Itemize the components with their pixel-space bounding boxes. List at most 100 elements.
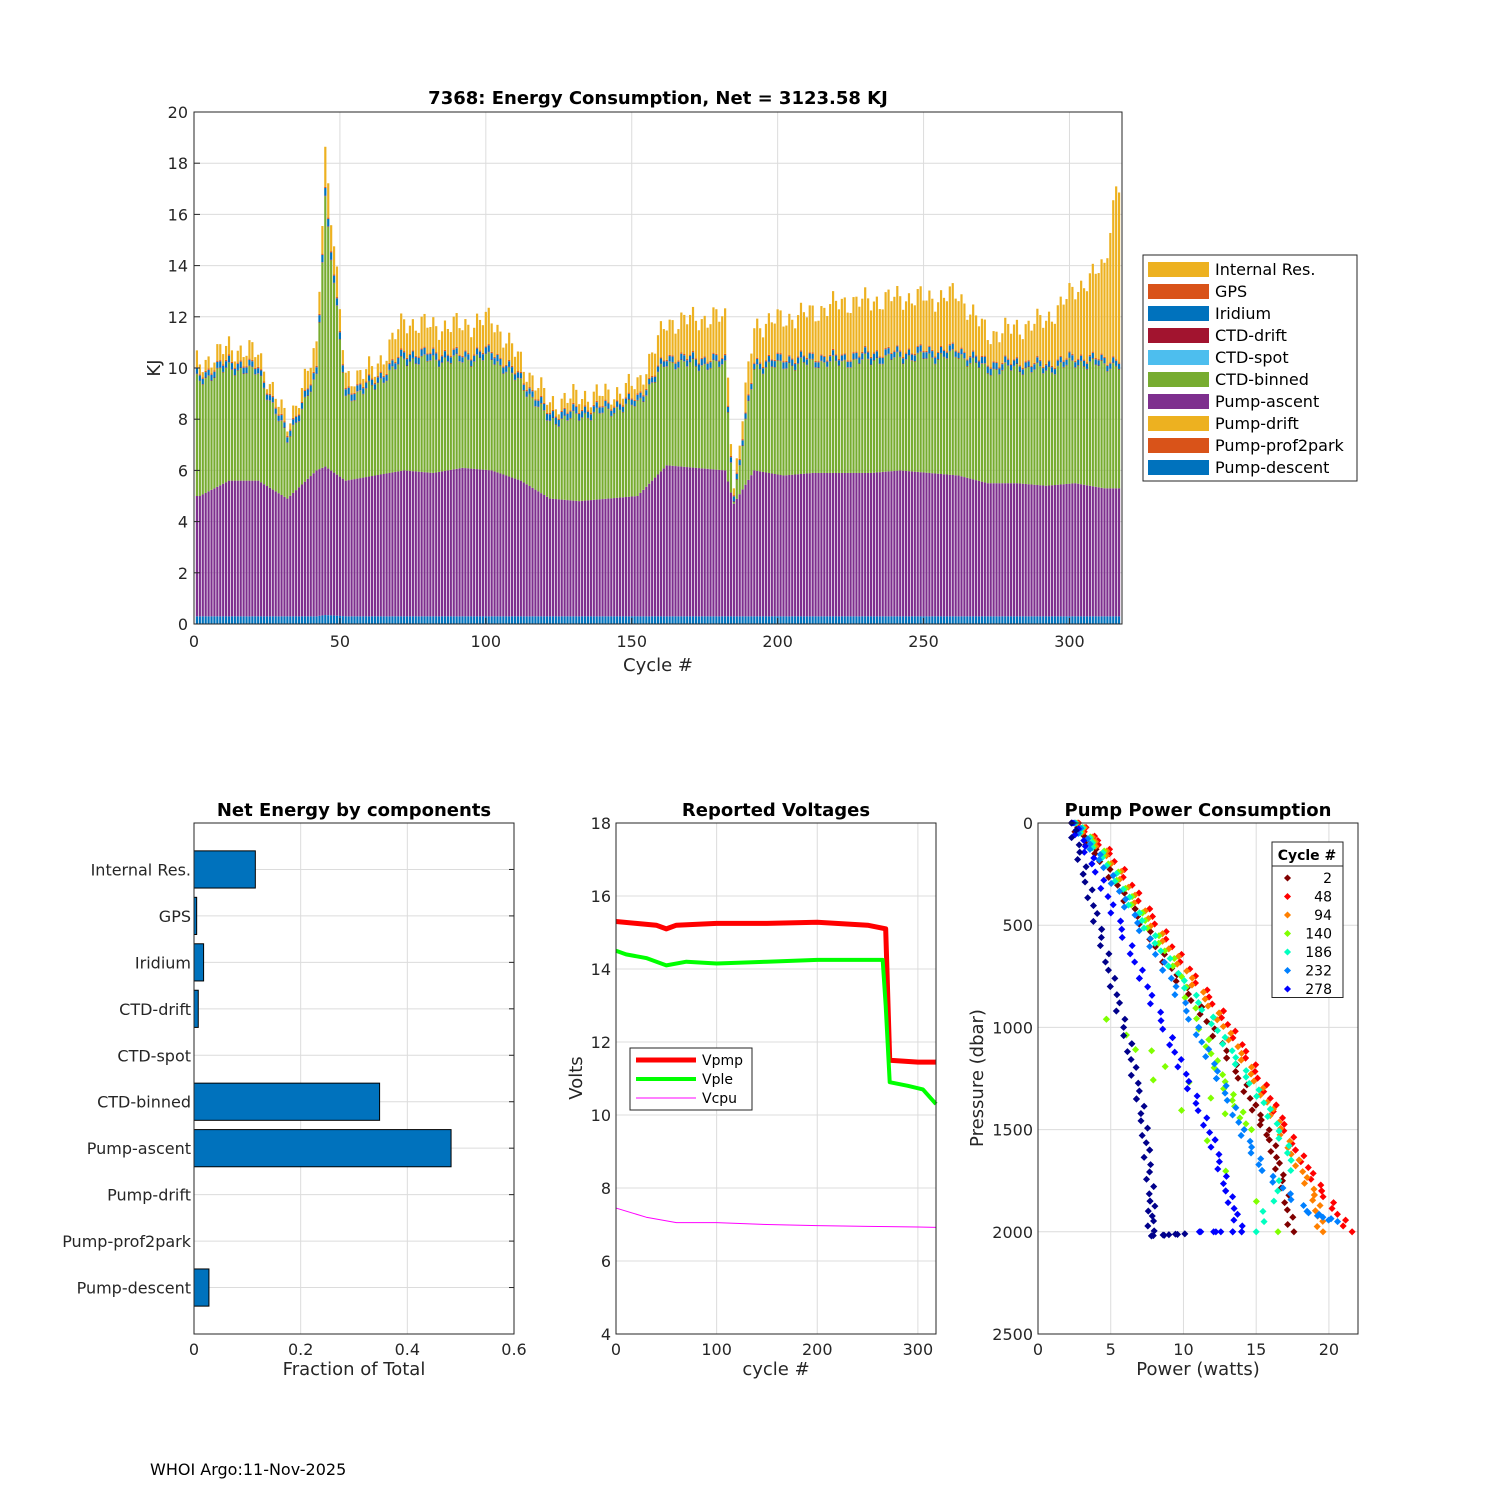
pump-power-point — [1203, 1137, 1211, 1145]
pump-power-point — [1207, 1143, 1215, 1151]
energy-bar-segment — [980, 481, 984, 617]
energy-bar-segment — [1018, 616, 1021, 624]
energy-bar-segment — [916, 471, 919, 617]
energy-bar-segment — [890, 471, 893, 617]
energy-bar-segment — [639, 492, 642, 617]
energy-bar-segment — [312, 473, 315, 617]
energy-bar-segment — [972, 616, 975, 624]
energy-bar-segment — [236, 363, 239, 370]
energy-bar-segment — [417, 364, 420, 365]
energy-bar-segment — [271, 402, 274, 490]
energy-y-tick-label: 4 — [178, 513, 188, 532]
energy-bar-segment — [344, 395, 347, 397]
energy-bar-segment — [671, 361, 674, 363]
energy-bar-segment — [937, 359, 940, 474]
voltages-legend-label: Vcpu — [702, 1091, 737, 1107]
energy-bar-segment — [919, 351, 922, 352]
energy-bar-segment — [403, 352, 406, 359]
energy-bar-segment — [858, 363, 861, 473]
energy-bar-segment — [966, 616, 969, 624]
energy-bar-segment — [969, 478, 972, 617]
energy-bar-segment — [1021, 374, 1024, 375]
energy-bar-segment — [566, 413, 569, 421]
energy-bar-segment — [861, 616, 864, 624]
energy-bar-segment — [204, 372, 207, 378]
energy-bar-segment — [1012, 366, 1016, 484]
energy-bar-segment — [449, 616, 452, 624]
energy-bar-segment — [315, 616, 318, 624]
pump-power-point — [1088, 886, 1096, 894]
energy-bar-segment — [721, 616, 724, 624]
energy-bar-segment — [292, 616, 295, 624]
energy-bar-segment — [420, 316, 423, 349]
energy-bar-segment — [586, 417, 590, 419]
energy-bar-segment — [522, 389, 525, 391]
pump-power-x-tick-label: 10 — [1173, 1340, 1193, 1359]
energy-bar-segment — [703, 616, 706, 624]
energy-bar-segment — [373, 475, 377, 617]
energy-bar-segment — [939, 352, 943, 354]
energy-bar-segment — [808, 616, 811, 624]
energy-bar-segment — [761, 471, 765, 617]
pump-power-point — [1242, 1120, 1250, 1128]
energy-bar-segment — [581, 417, 584, 501]
energy-bar-segment — [467, 353, 470, 355]
energy-bar-segment — [230, 350, 234, 362]
energy-bar-segment — [878, 356, 881, 358]
pump-power-point — [1230, 1204, 1238, 1212]
energy-bar-segment — [785, 616, 788, 624]
energy-bar-segment — [505, 372, 508, 476]
energy-bar-segment — [802, 616, 806, 624]
energy-bar-segment — [335, 615, 339, 624]
energy-bar-segment — [934, 356, 937, 358]
energy-bar-segment — [910, 360, 913, 361]
energy-bar-segment — [274, 413, 277, 415]
energy-bar-segment — [942, 350, 946, 357]
energy-bar-segment — [1030, 366, 1033, 373]
energy-bar-segment — [540, 377, 543, 396]
energy-bar-segment — [829, 616, 832, 624]
pump-power-y-tick-label: 2000 — [992, 1223, 1033, 1242]
energy-bar-segment — [659, 616, 663, 624]
energy-bar-segment — [1062, 360, 1065, 362]
energy-bar-segment — [1062, 304, 1065, 361]
energy-bar-segment — [738, 445, 741, 459]
energy-bar-segment — [1117, 362, 1121, 364]
energy-bar-segment — [1010, 363, 1013, 365]
energy-bar-segment — [271, 402, 274, 403]
energy-bar-segment — [260, 616, 263, 624]
energy-bar-segment — [732, 503, 735, 617]
energy-bar-segment — [945, 351, 948, 353]
energy-bar-segment — [201, 616, 204, 624]
energy-bar-segment — [1010, 364, 1013, 371]
energy-bar-segment — [435, 326, 438, 353]
energy-bar-segment — [729, 444, 733, 456]
pump-power-point — [1292, 1162, 1300, 1170]
energy-bar-segment — [922, 472, 925, 617]
pump-power-point — [1097, 884, 1105, 892]
energy-bar-segment — [747, 616, 750, 624]
energy-bar-segment — [974, 480, 978, 617]
energy-bar-segment — [729, 462, 733, 463]
energy-bar-segment — [475, 354, 479, 470]
energy-bar-segment — [721, 364, 724, 365]
energy-bar-segment — [977, 480, 981, 617]
energy-bar-segment — [534, 400, 537, 407]
energy-bar-segment — [481, 616, 484, 624]
energy-bar-segment — [843, 359, 846, 361]
energy-bar-segment — [289, 616, 292, 624]
energy-bar-segment — [385, 360, 388, 374]
voltages-y-tick-label: 6 — [601, 1252, 611, 1271]
energy-bar-segment — [753, 328, 756, 363]
energy-bar-segment — [630, 385, 633, 399]
pump-power-point — [1279, 1171, 1287, 1179]
energy-bar-segment — [826, 360, 829, 362]
energy-bar-segment — [653, 376, 657, 382]
energy-bar-segment — [522, 383, 525, 385]
energy-bar-segment — [732, 495, 735, 497]
pump-power-point — [1219, 1180, 1227, 1188]
energy-bar-segment — [779, 475, 782, 617]
energy-bar-segment — [598, 413, 601, 500]
energy-bar-segment — [759, 362, 762, 364]
